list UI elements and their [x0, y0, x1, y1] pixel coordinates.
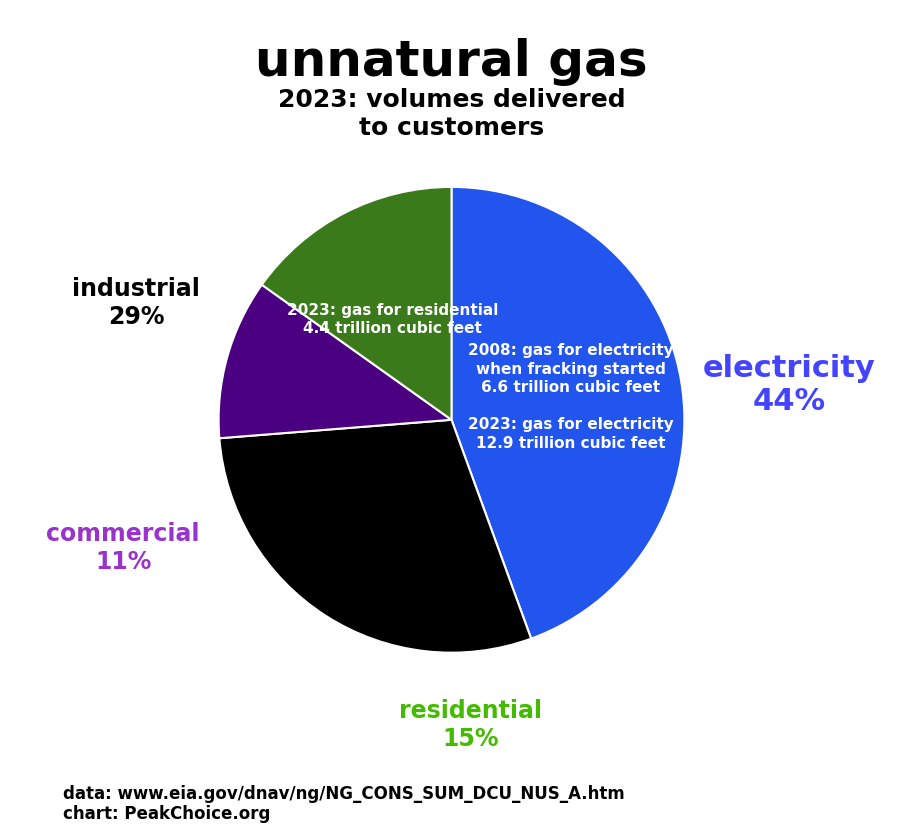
- Text: unnatural gas: unnatural gas: [255, 38, 647, 85]
- Text: 2008: gas for electricity
when fracking started
6.6 trillion cubic feet

2023: g: 2008: gas for electricity when fracking …: [467, 343, 673, 451]
- Text: 2023: volumes delivered
to customers: 2023: volumes delivered to customers: [278, 88, 624, 140]
- Text: 2023: gas for residential
4.4 trillion cubic feet: 2023: gas for residential 4.4 trillion c…: [286, 303, 497, 336]
- Text: data: www.eia.gov/dnav/ng/NG_CONS_SUM_DCU_NUS_A.htm
chart: PeakChoice.org: data: www.eia.gov/dnav/ng/NG_CONS_SUM_DC…: [63, 785, 624, 823]
- Wedge shape: [219, 420, 530, 653]
- Wedge shape: [218, 285, 451, 438]
- Text: commercial
11%: commercial 11%: [46, 522, 199, 573]
- Text: industrial
29%: industrial 29%: [72, 278, 199, 329]
- Text: residential
15%: residential 15%: [398, 699, 541, 751]
- Wedge shape: [451, 187, 684, 639]
- Wedge shape: [262, 187, 451, 420]
- Text: electricity
44%: electricity 44%: [703, 354, 875, 416]
